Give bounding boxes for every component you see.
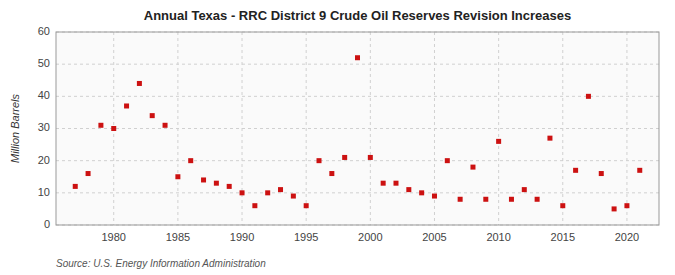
point (432, 194, 437, 199)
point (470, 165, 475, 170)
point (317, 158, 322, 163)
x-tick-label: 1985 (166, 231, 190, 243)
x-tick-label: 2010 (486, 231, 510, 243)
point (509, 197, 514, 202)
point (624, 203, 629, 208)
point (381, 181, 386, 186)
x-grid-line (498, 32, 499, 225)
point (355, 55, 360, 60)
chart: 0 10 20 30 40 50 60 1980 1985 1990 1995 2000 2005 201… (0, 0, 675, 275)
y-tick-label: 50 (38, 57, 50, 69)
point (637, 168, 642, 173)
point (483, 197, 488, 202)
x-tick-label: 2000 (358, 231, 382, 243)
plot-frame (56, 32, 659, 225)
x-grid-line (370, 32, 371, 225)
x-grid-line (177, 32, 178, 225)
x-tick-label: 1995 (294, 231, 318, 243)
point (329, 171, 334, 176)
x-grid-line (562, 32, 563, 225)
point (586, 94, 591, 99)
point (98, 123, 103, 128)
point (547, 136, 552, 141)
point (560, 203, 565, 208)
x-tick-label: 2020 (615, 231, 639, 243)
point (522, 187, 527, 192)
y-tick-label: 60 (38, 25, 50, 37)
point (291, 194, 296, 199)
points (73, 55, 643, 211)
y-tick-label: 30 (38, 121, 50, 133)
point (496, 139, 501, 144)
point (458, 197, 463, 202)
title: Annual Texas - RRC District 9 Crude Oil … (144, 8, 571, 23)
point (573, 168, 578, 173)
point (240, 190, 245, 195)
x-grid-line (306, 32, 307, 225)
point (265, 190, 270, 195)
point (304, 203, 309, 208)
y-tick-label: 10 (38, 186, 50, 198)
y-grid-line (56, 128, 659, 129)
point (227, 184, 232, 189)
point (150, 113, 155, 118)
axes: 0 10 20 30 40 50 60 1980 1985 1990 1995 2000 2005 201… (38, 25, 639, 243)
y-tick-label: 20 (38, 154, 50, 166)
point (419, 190, 424, 195)
point (163, 123, 168, 128)
point (406, 187, 411, 192)
point (214, 181, 219, 186)
point (111, 126, 116, 131)
y-grid-line (56, 192, 659, 193)
point (342, 155, 347, 160)
point (278, 187, 283, 192)
point (252, 203, 257, 208)
source-annotation: Source: U.S. Energy Information Administ… (56, 258, 266, 269)
point (393, 181, 398, 186)
grid (56, 32, 659, 225)
y-tick-label: 40 (38, 89, 50, 101)
point (535, 197, 540, 202)
x-tick-label: 2015 (551, 231, 575, 243)
x-grid-line (626, 32, 627, 225)
x-tick-label: 1990 (230, 231, 254, 243)
plot-background (56, 32, 659, 225)
point (368, 155, 373, 160)
x-grid-line (242, 32, 243, 225)
point (86, 171, 91, 176)
y-grid-line (56, 64, 659, 65)
y-grid-line (56, 96, 659, 97)
point (137, 81, 142, 86)
y-axis-label: Million Barrels (9, 93, 21, 163)
y-tick-label: 0 (44, 218, 50, 230)
point (201, 177, 206, 182)
point (124, 103, 129, 108)
point (445, 158, 450, 163)
x-tick-label: 2005 (422, 231, 446, 243)
x-tick-label: 1980 (101, 231, 125, 243)
point (188, 158, 193, 163)
y-grid-line (56, 160, 659, 161)
point (612, 206, 617, 211)
point (175, 174, 180, 179)
point (599, 171, 604, 176)
point (73, 184, 78, 189)
